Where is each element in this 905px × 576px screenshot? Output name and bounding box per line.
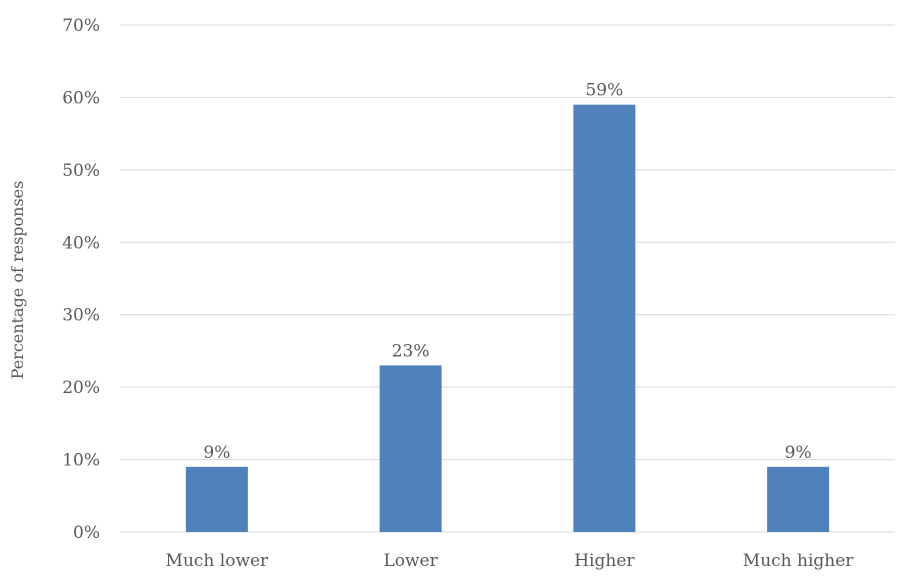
bars bbox=[185, 104, 830, 533]
data-labels: 9% 23% 59% 9% bbox=[203, 81, 811, 463]
x-tick-label: Much lower bbox=[166, 551, 270, 571]
data-label: 9% bbox=[203, 443, 230, 463]
y-tick-label: 50% bbox=[62, 161, 100, 181]
y-tick-label: 70% bbox=[62, 16, 100, 36]
y-tick-label: 0% bbox=[73, 523, 100, 543]
x-tick-label: Higher bbox=[574, 551, 635, 571]
gridlines bbox=[120, 24, 895, 533]
y-tick-label: 60% bbox=[62, 88, 100, 108]
y-axis-label: Percentage of responses bbox=[8, 181, 27, 380]
y-tick-label: 40% bbox=[62, 233, 100, 253]
y-tick-label: 30% bbox=[62, 306, 100, 326]
y-axis-ticks: 0% 10% 20% 30% 40% 50% 60% 70% bbox=[62, 16, 100, 543]
bar-much-higher bbox=[767, 466, 830, 532]
y-tick-label: 10% bbox=[62, 451, 100, 471]
data-label: 23% bbox=[392, 341, 430, 361]
bar-much-lower bbox=[185, 466, 248, 532]
x-tick-label: Much higher bbox=[743, 551, 855, 571]
bar-lower bbox=[379, 365, 442, 532]
y-tick-label: 20% bbox=[62, 378, 100, 398]
data-label: 9% bbox=[785, 443, 812, 463]
bar-higher bbox=[573, 104, 636, 533]
x-axis-ticks: Much lower Lower Higher Much higher bbox=[166, 551, 855, 571]
data-label: 59% bbox=[585, 81, 623, 101]
x-tick-label: Lower bbox=[383, 551, 438, 571]
